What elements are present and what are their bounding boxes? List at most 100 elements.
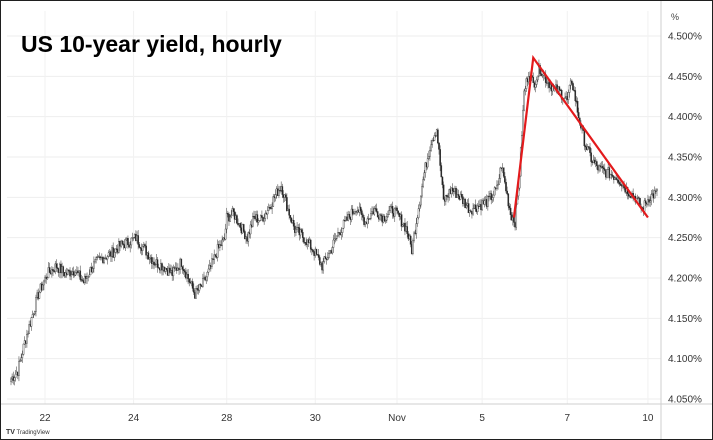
candle-body <box>351 208 354 214</box>
candle-body <box>505 181 507 192</box>
candle-body <box>370 213 372 219</box>
candle-body <box>385 216 388 221</box>
candle-body <box>446 194 448 197</box>
candle-body <box>62 266 65 273</box>
candle-body <box>127 238 129 246</box>
candle-body <box>161 263 163 271</box>
candle-body <box>571 80 573 84</box>
candle-body <box>615 177 617 180</box>
candle-body <box>103 258 105 263</box>
candle-body <box>93 261 95 269</box>
candle-body <box>145 245 147 256</box>
candle-body <box>48 267 51 273</box>
candle-body <box>323 256 326 262</box>
candle-body <box>289 215 292 219</box>
candle-body <box>336 235 338 239</box>
candle-body <box>376 211 379 218</box>
candle-body <box>211 258 213 267</box>
candle-body <box>14 373 17 378</box>
candle-body <box>31 314 34 318</box>
candle-body <box>129 244 132 248</box>
candle-body <box>596 161 598 166</box>
candle-body <box>138 244 141 248</box>
candle-body <box>229 216 231 222</box>
candle-body <box>141 246 144 251</box>
candle-body <box>348 213 351 218</box>
candle-body <box>334 238 337 240</box>
candle-body <box>331 247 334 254</box>
x-tick-label: 24 <box>128 413 140 424</box>
candle-body <box>440 165 443 178</box>
candle-body <box>26 334 28 344</box>
candle-body <box>487 195 489 207</box>
candle-body <box>474 204 477 210</box>
candle-body <box>34 311 36 315</box>
candle-body <box>490 193 493 201</box>
candle-body <box>54 263 57 273</box>
candle-body <box>247 232 250 242</box>
candle-body <box>205 276 208 281</box>
candle-body <box>492 194 495 198</box>
candle-body <box>256 214 259 223</box>
candle-body <box>418 204 421 209</box>
candle-body <box>150 257 153 264</box>
candle-body <box>380 214 382 217</box>
candle-body <box>536 75 539 81</box>
candle-body <box>172 267 175 276</box>
candle-body <box>608 167 611 179</box>
candle-body <box>261 215 263 218</box>
y-tick-label: 4.350% <box>668 153 702 164</box>
candle-body <box>214 254 217 257</box>
candle-body <box>438 142 440 150</box>
candle-body <box>567 92 570 100</box>
candle-body <box>498 178 500 185</box>
candle-body <box>41 284 44 291</box>
candle-body <box>257 220 260 223</box>
candle-body <box>416 217 419 224</box>
candle-body <box>603 168 606 171</box>
candle-body <box>406 226 409 235</box>
candle-body <box>252 216 254 227</box>
candle-body <box>319 257 321 265</box>
candle-body <box>525 78 528 89</box>
candle-body <box>611 175 614 177</box>
candle-body <box>423 172 426 180</box>
candle-body <box>43 280 45 286</box>
candle-body <box>363 217 365 225</box>
branding-text: TradingView <box>16 430 50 436</box>
candle-body <box>432 140 435 142</box>
candle-body <box>106 256 109 260</box>
candle-body <box>470 210 472 212</box>
candle-body <box>21 354 24 358</box>
candle-body <box>221 239 223 246</box>
candle-body <box>638 197 640 199</box>
candle-body <box>91 268 94 273</box>
candle-body <box>207 268 210 273</box>
candle-body <box>259 215 262 221</box>
candle-body <box>429 150 431 157</box>
candle-body <box>326 257 329 260</box>
candle-body <box>180 258 183 267</box>
candle-body <box>79 270 82 280</box>
candle-body <box>439 149 441 166</box>
candle-body <box>35 297 37 312</box>
x-tick-label: 28 <box>221 413 233 424</box>
candle-body <box>384 219 387 222</box>
y-tick-label: 4.100% <box>668 354 702 365</box>
candle-body <box>506 190 508 195</box>
candle-body <box>279 190 281 192</box>
candle-body <box>324 256 327 259</box>
candle-body <box>195 288 197 299</box>
candle-body <box>219 244 221 248</box>
candle-body <box>183 270 186 273</box>
candle-body <box>650 194 653 202</box>
candle-body <box>32 313 35 315</box>
candle-body <box>114 248 117 253</box>
candle-body <box>38 292 41 299</box>
candle-body <box>457 194 460 197</box>
candle-body <box>309 239 312 250</box>
candle-body <box>606 169 608 178</box>
candle-body <box>602 167 605 170</box>
candle-body <box>523 90 525 111</box>
